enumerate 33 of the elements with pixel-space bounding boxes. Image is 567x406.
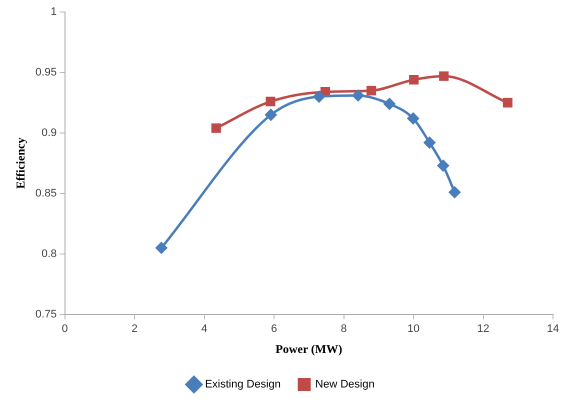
y-tick-label: 0.9: [42, 126, 57, 139]
x-tick-label: 8: [340, 323, 347, 336]
y-tick-label: 1: [50, 6, 57, 18]
y-tick-label: 0.85: [35, 187, 57, 200]
point: [211, 123, 221, 133]
point: [156, 242, 168, 254]
y-tick-label: 0.75: [35, 308, 57, 320]
point: [448, 186, 460, 198]
point: [502, 98, 512, 108]
point: [407, 112, 419, 124]
y-axis-title: Efficiency: [13, 138, 28, 189]
point: [266, 96, 276, 106]
point: [265, 109, 277, 121]
x-tick-label: 0: [62, 323, 68, 336]
x-axis-title: Power (MW): [276, 342, 342, 356]
point: [366, 86, 376, 96]
point: [352, 90, 364, 102]
x-tick-label: 6: [270, 323, 278, 336]
x-tick-label: 14: [546, 323, 560, 336]
y-tick-label: 0.95: [35, 66, 57, 79]
point: [437, 160, 449, 172]
x-tick-label: 2: [131, 323, 138, 336]
x-tick-label: 12: [477, 323, 490, 336]
point: [313, 90, 325, 102]
y-tick-label: 0.8: [42, 248, 57, 260]
point: [439, 71, 449, 81]
legend-label: New Design: [315, 378, 375, 391]
x-tick-label: 10: [407, 323, 420, 336]
point: [424, 136, 436, 148]
legend-label: Existing Design: [204, 378, 281, 391]
x-tick-label: 4: [201, 323, 208, 336]
point: [409, 74, 419, 85]
point: [384, 98, 396, 110]
